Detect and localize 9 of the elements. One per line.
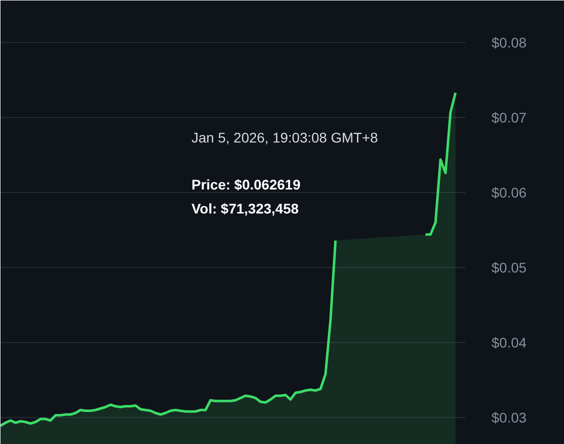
y-tick-label: $0.06 (492, 184, 527, 200)
y-tick-label: $0.08 (492, 34, 527, 50)
y-tick-label: $0.05 (492, 260, 527, 276)
annotation: Jan 5, 2026, 19:03:08 GMT+8 (192, 130, 378, 146)
y-tick-label: $0.07 (492, 110, 527, 126)
annotation: Price: $0.062619 (192, 176, 301, 192)
y-tick-label: $0.03 (492, 410, 527, 426)
y-tick-label: $0.04 (492, 334, 527, 350)
annotation: Vol: $71,323,458 (192, 200, 299, 216)
